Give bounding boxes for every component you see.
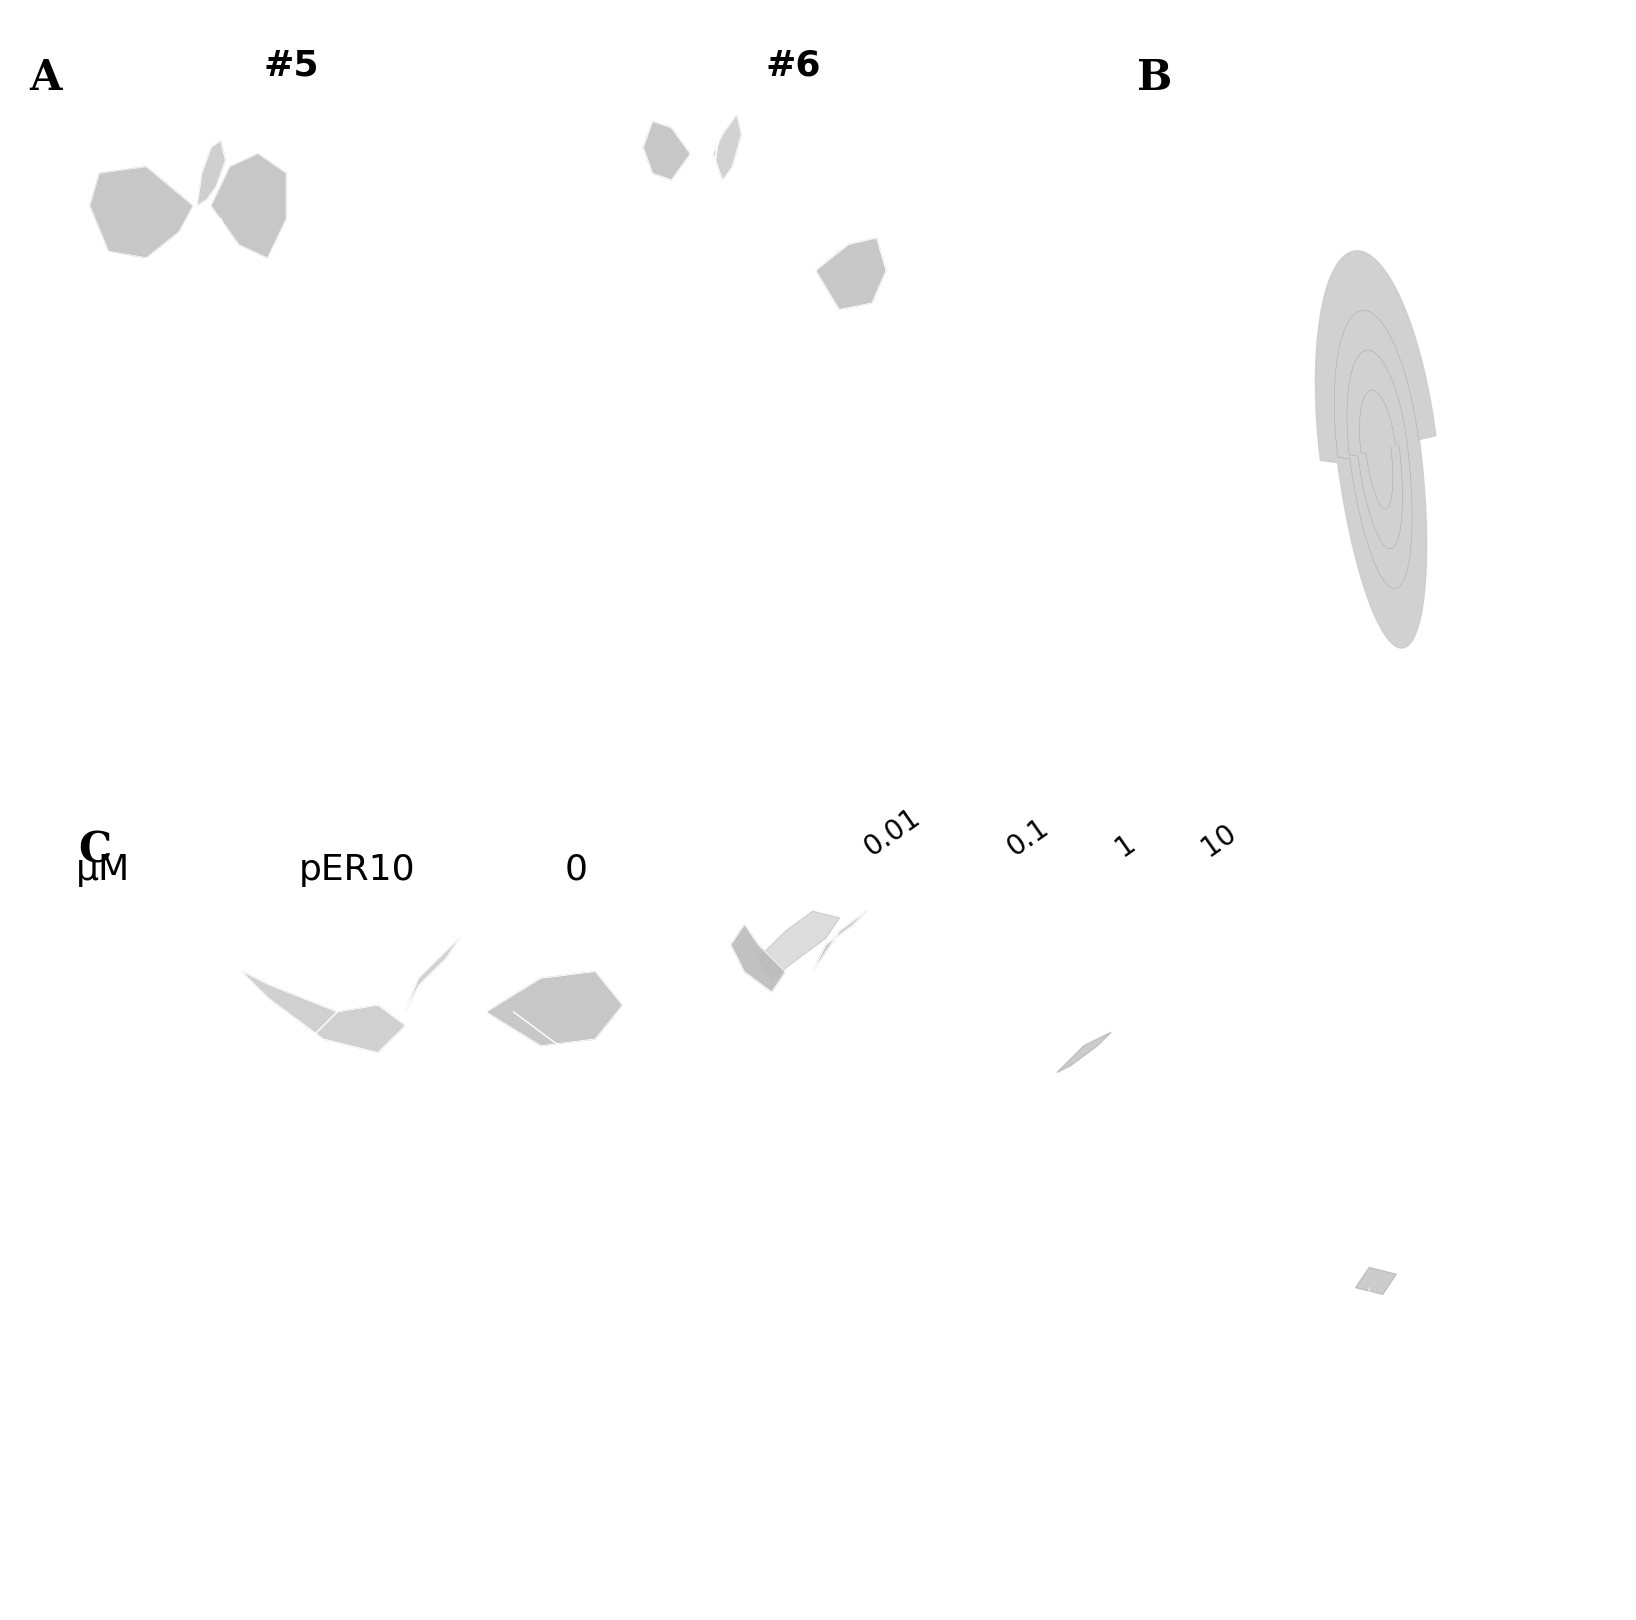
- Polygon shape: [1315, 251, 1436, 648]
- Text: 0.1: 0.1: [1001, 813, 1054, 862]
- Text: #6: #6: [766, 49, 821, 83]
- Polygon shape: [486, 972, 622, 1045]
- Polygon shape: [731, 925, 785, 991]
- Text: 0.01: 0.01: [859, 804, 924, 862]
- Text: B: B: [1137, 57, 1173, 99]
- Polygon shape: [90, 167, 193, 258]
- Polygon shape: [242, 972, 406, 1053]
- Text: μM: μM: [75, 854, 131, 886]
- Text: pER10: pER10: [298, 854, 416, 886]
- Text: 1: 1: [1111, 829, 1140, 862]
- Text: 0: 0: [564, 854, 587, 886]
- Polygon shape: [211, 154, 286, 258]
- Polygon shape: [198, 141, 226, 206]
- Text: #5: #5: [263, 49, 319, 83]
- Polygon shape: [406, 938, 460, 1012]
- Polygon shape: [1356, 1267, 1397, 1294]
- Text: C: C: [79, 829, 111, 872]
- Polygon shape: [757, 910, 839, 978]
- Polygon shape: [713, 115, 741, 180]
- Polygon shape: [813, 910, 867, 972]
- Text: 10: 10: [1196, 818, 1242, 862]
- Polygon shape: [1057, 1032, 1111, 1072]
- Polygon shape: [643, 122, 690, 180]
- Polygon shape: [816, 238, 887, 309]
- Text: A: A: [29, 57, 62, 99]
